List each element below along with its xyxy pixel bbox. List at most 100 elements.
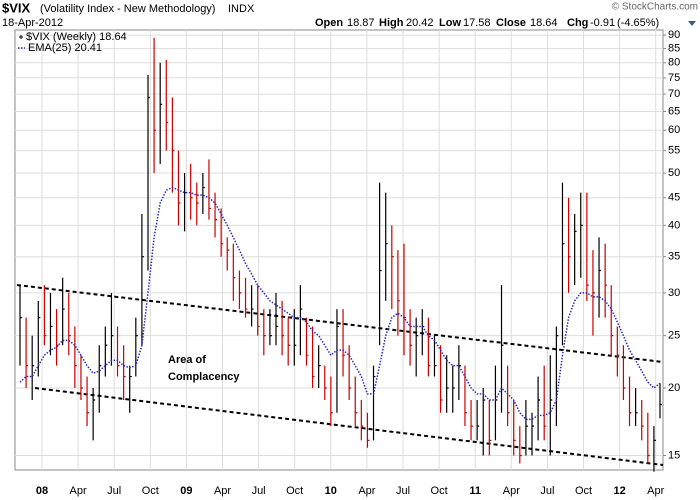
price-bar xyxy=(86,376,90,427)
price-bar xyxy=(147,74,150,271)
y-tick-label: 70 xyxy=(668,88,680,100)
price-bar xyxy=(513,400,516,456)
y-tick-label: 30 xyxy=(668,287,680,299)
price-bar xyxy=(324,365,327,401)
price-bar xyxy=(135,317,138,377)
price-bar xyxy=(141,213,144,346)
y-tick-label: 85 xyxy=(668,42,680,54)
copyright: © StockCharts.com xyxy=(612,2,698,13)
price-bar xyxy=(153,37,157,174)
price-bar xyxy=(80,355,83,401)
price-bar xyxy=(653,426,656,472)
y-tick-label: 15 xyxy=(668,449,680,461)
legend-ema: EMA(25) 20.41 xyxy=(28,42,102,54)
y-tick-label: 25 xyxy=(668,330,680,342)
price-bar xyxy=(318,345,321,388)
price-bar xyxy=(482,387,486,456)
price-bar xyxy=(507,365,510,427)
price-bar xyxy=(586,192,589,301)
low-value: 17.58 xyxy=(463,17,491,29)
high-label: High xyxy=(379,17,404,29)
price-bar xyxy=(226,237,230,271)
dropdown-icon[interactable] xyxy=(688,21,696,26)
price-bar xyxy=(543,365,547,441)
price-bar xyxy=(647,412,650,464)
price-bar xyxy=(55,309,59,366)
close-value: 18.64 xyxy=(530,17,558,29)
x-tick-label: Oct xyxy=(286,485,303,497)
price-bar xyxy=(49,292,53,356)
marks xyxy=(19,37,662,472)
exchange: INDX xyxy=(228,3,255,15)
price-bar xyxy=(214,192,218,238)
price-bar xyxy=(98,345,102,413)
price-bar xyxy=(238,270,242,310)
price-bar xyxy=(452,365,455,413)
price-bar xyxy=(104,326,108,377)
price-bar xyxy=(500,285,504,413)
price-bar xyxy=(116,326,120,377)
price-bar xyxy=(251,285,254,327)
price-bar xyxy=(525,400,528,456)
price-bar xyxy=(348,345,352,401)
ema-line xyxy=(19,186,661,421)
y-tick-label: 75 xyxy=(668,72,680,84)
x-tick-label: Apr xyxy=(214,485,231,497)
price-bar xyxy=(598,237,602,318)
y-tick-label: 45 xyxy=(668,192,680,204)
price-bar xyxy=(299,285,303,356)
price-bar xyxy=(19,285,22,366)
x-tick-label: Oct xyxy=(431,485,448,497)
price-bar xyxy=(208,159,211,220)
y-tick-label: 55 xyxy=(668,145,680,157)
price-bar xyxy=(519,426,522,464)
price-bar xyxy=(220,208,224,257)
open-label: Open xyxy=(315,17,343,29)
price-bar xyxy=(549,355,553,456)
price-bar xyxy=(567,197,571,293)
close-label: Close xyxy=(496,17,526,29)
y-tick-label: 35 xyxy=(668,251,680,263)
price-bar xyxy=(561,182,565,346)
x-tick-label: 09 xyxy=(180,485,192,497)
price-bar xyxy=(580,192,583,278)
price-bar xyxy=(330,376,333,427)
price-bar xyxy=(415,317,419,377)
legend-swatch-price xyxy=(19,35,23,39)
chg-pct: (-4.65%) xyxy=(617,17,659,29)
price-bar xyxy=(446,355,449,413)
low-label: Low xyxy=(439,17,461,29)
price-bar xyxy=(433,335,437,377)
price-bar xyxy=(202,173,205,214)
price-bar xyxy=(196,182,199,226)
price-bar xyxy=(74,326,77,388)
price-bar xyxy=(458,345,461,401)
annotation: Complacency xyxy=(168,371,240,383)
x-tick-label: 08 xyxy=(36,485,48,497)
x-tick-label: Jul xyxy=(396,485,410,497)
price-bar xyxy=(165,59,169,151)
price-bar xyxy=(409,309,413,366)
chg-value: -0.91 xyxy=(590,17,615,29)
y-tick-label: 20 xyxy=(668,382,680,394)
price-bar xyxy=(464,365,467,427)
x-tick-label: Jul xyxy=(540,485,554,497)
price-bar xyxy=(635,387,638,427)
price-bar xyxy=(427,317,431,377)
x-tick-label: Apr xyxy=(358,485,375,497)
price-bar xyxy=(379,182,382,346)
y-tick-label: 65 xyxy=(668,105,680,117)
price-bar xyxy=(269,309,272,346)
price-bar xyxy=(129,365,132,413)
price-bar xyxy=(31,335,35,401)
trendline-lower xyxy=(34,387,664,466)
x-tick-label: Jul xyxy=(252,485,266,497)
y-tick-label: 50 xyxy=(668,167,680,179)
price-bar xyxy=(391,225,394,310)
price-bar xyxy=(275,292,278,346)
chg-label: Chg xyxy=(567,17,588,29)
price-bar xyxy=(342,309,346,377)
price-bar xyxy=(360,400,364,441)
price-bar xyxy=(616,326,620,377)
price-bar xyxy=(25,317,29,388)
